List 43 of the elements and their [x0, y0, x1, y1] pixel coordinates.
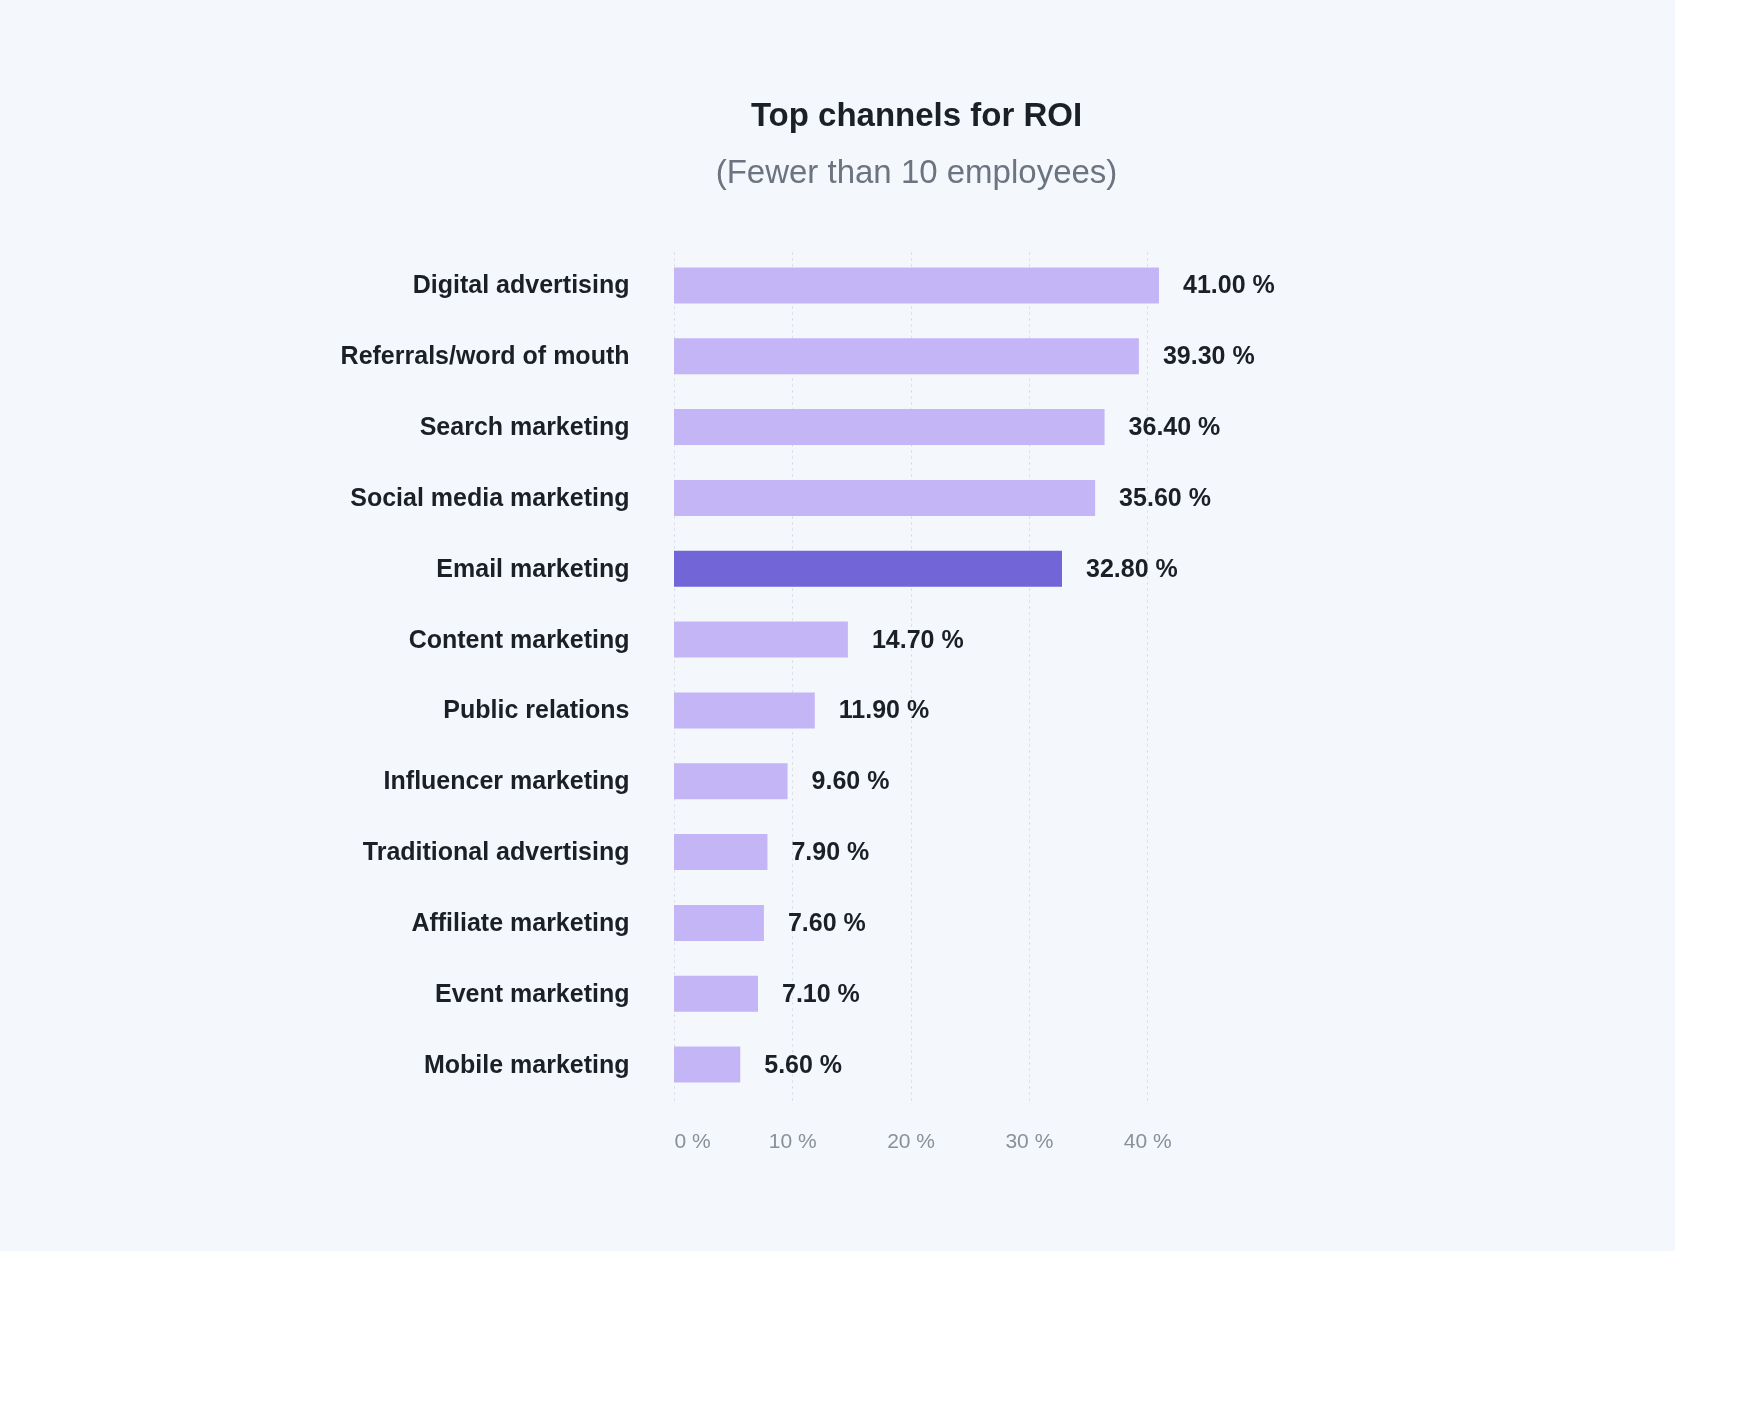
bar — [674, 834, 768, 871]
bar — [674, 621, 848, 658]
bar — [674, 409, 1105, 446]
data-label: 7.90 % — [791, 837, 870, 866]
data-label: 14.70 % — [871, 624, 964, 653]
x-tick-label: 0 % — [674, 1128, 711, 1152]
y-tick-label: Affiliate marketing — [411, 907, 630, 936]
data-label: 7.10 % — [781, 978, 860, 1007]
chart-subtitle: (Fewer than 10 employees) — [715, 153, 1118, 190]
y-tick-label: Traditional advertising — [362, 837, 630, 866]
y-tick-label: Email marketing — [436, 553, 630, 582]
bar — [674, 479, 1096, 516]
y-tick-label: Content marketing — [408, 624, 630, 653]
data-label: 41.00 % — [1183, 270, 1275, 299]
x-tick-label: 40 % — [1123, 1128, 1172, 1152]
y-tick-label: Search marketing — [419, 412, 630, 441]
data-label: 9.60 % — [811, 766, 890, 795]
x-tick-label: 20 % — [887, 1128, 936, 1152]
y-tick-label: Event marketing — [434, 978, 630, 1007]
y-tick-label: Public relations — [443, 695, 630, 724]
chart-title: Top channels for ROI — [750, 96, 1083, 133]
data-label: 7.60 % — [787, 907, 866, 936]
y-tick-label: Mobile marketing — [423, 1049, 630, 1078]
bar — [674, 550, 1062, 587]
bar — [674, 763, 788, 800]
y-tick-label: Influencer marketing — [383, 766, 630, 795]
bar — [674, 267, 1159, 304]
data-label: 36.40 % — [1128, 412, 1221, 441]
bar — [674, 338, 1139, 375]
data-label: 5.60 % — [764, 1049, 843, 1078]
y-tick-label: Referrals/word of mouth — [340, 341, 630, 370]
data-label: 35.60 % — [1119, 482, 1211, 511]
data-label: 39.30 % — [1162, 341, 1255, 370]
bar — [674, 692, 815, 729]
x-tick-label: 10 % — [768, 1128, 817, 1152]
data-label: 11.90 % — [838, 695, 930, 724]
bar — [674, 975, 758, 1012]
bar — [674, 904, 764, 941]
y-tick-label: Digital advertising — [412, 270, 630, 299]
x-tick-label: 30 % — [1005, 1128, 1054, 1152]
y-tick-label: Social media marketing — [350, 482, 630, 511]
data-label: 32.80 % — [1086, 553, 1178, 582]
bar — [674, 1046, 741, 1083]
